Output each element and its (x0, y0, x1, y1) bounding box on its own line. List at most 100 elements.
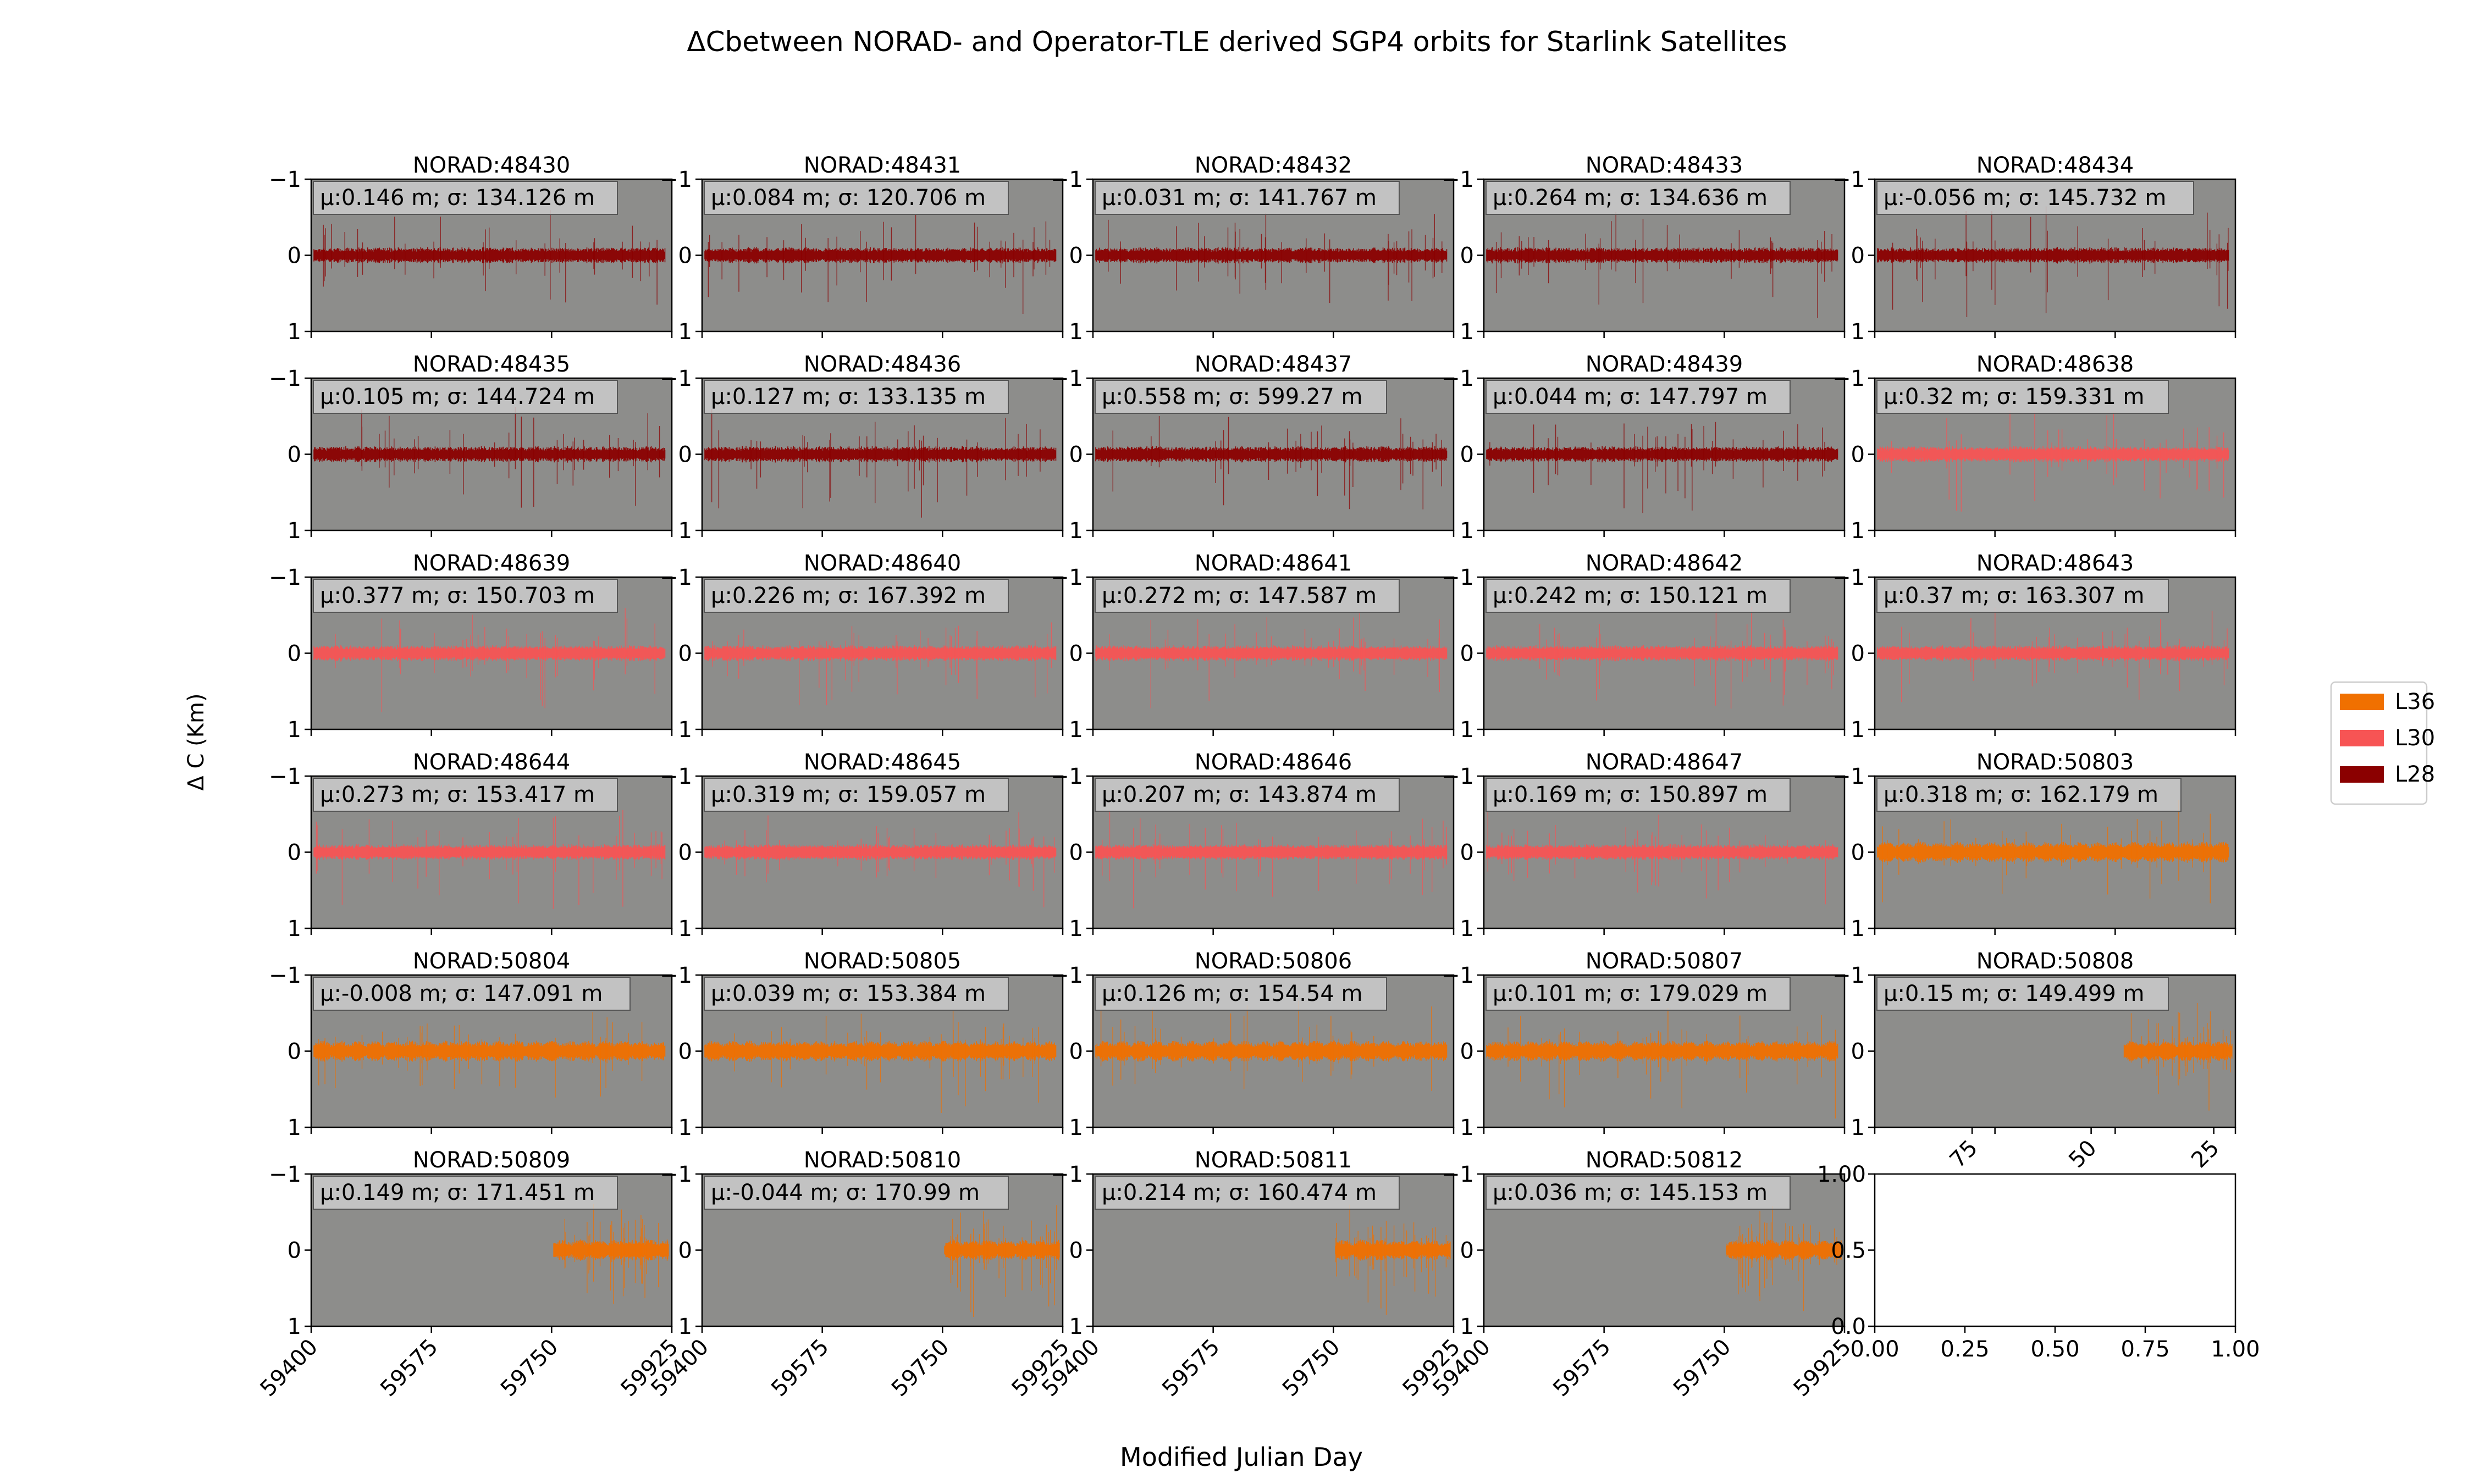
panel-stats-box (1485, 181, 1791, 215)
panel-stats-text: μ:0.242 m; σ: 150.121 m (1493, 583, 1768, 608)
panel-stats-text: μ:0.036 m; σ: 145.153 m (1493, 1180, 1768, 1205)
panel-title: NORAD:50811 (1195, 1148, 1352, 1173)
data-outliers (564, 1204, 659, 1304)
y-tick-label: 0 (1069, 243, 1083, 269)
panel-norad-48641: NORAD:48641 μ:0.272 m; σ: 147.587 m −1 0 1 (1051, 551, 1455, 743)
panel-title: NORAD:50803 (1976, 750, 2134, 775)
panel-norad-48436: NORAD:48436 μ:0.127 m; σ: 133.135 m −1 0 1 (660, 352, 1064, 544)
y-tick-label: 1 (1460, 319, 1474, 345)
y-tick-label: −1 (1442, 963, 1474, 988)
y-tick-label: −1 (269, 565, 301, 590)
panel-title: NORAD:50804 (413, 949, 570, 974)
y-tick-label: −1 (1442, 1162, 1474, 1187)
legend-label: L36 (2395, 689, 2435, 715)
y-tick-label: 0 (678, 641, 692, 667)
y-tick-label: −1 (1442, 167, 1474, 192)
y-tick-label: 0 (288, 1238, 301, 1264)
panel-title: NORAD:48432 (1195, 153, 1352, 178)
y-tick-label: −1 (1051, 167, 1083, 192)
y-tick-label: 0.0 (1831, 1314, 1866, 1339)
panel-stats-box (1485, 380, 1791, 414)
panel-title: NORAD:48644 (413, 750, 570, 775)
panel-stats-text: μ:0.377 m; σ: 150.703 m (320, 583, 595, 608)
panel-norad-50803: NORAD:50803 μ:0.318 m; σ: 162.179 m −1 0 1 (1832, 750, 2236, 942)
panel-stats-box (313, 181, 618, 215)
data-outliers (708, 214, 1051, 314)
y-tick-label: 1 (1069, 717, 1083, 743)
legend-swatch (2340, 766, 2384, 783)
panel-norad-50808: NORAD:50808 μ:0.15 m; σ: 149.499 m −1 0 1 (1832, 949, 2236, 1140)
panel-stats-box (1876, 181, 2194, 215)
legend-swatch (2340, 730, 2384, 746)
y-tick-label: 1 (288, 518, 301, 544)
y-tick-label: 1 (1069, 916, 1083, 942)
y-tick-label: −1 (269, 366, 301, 391)
panel-stats-box (1485, 778, 1791, 812)
data-series (313, 1040, 666, 1062)
y-tick-label: 1 (1069, 1115, 1083, 1140)
data-series (1095, 844, 1448, 861)
y-tick-label: 1 (1460, 518, 1474, 544)
data-outliers (711, 409, 1041, 518)
panel-stats-box (313, 977, 631, 1011)
legend: L36 L30 L28 (2330, 681, 2435, 805)
y-tick-label: −1 (660, 167, 692, 192)
data-outliers (1109, 613, 1440, 708)
panel-stats-box (1095, 579, 1400, 613)
y-tick-label: 0 (288, 243, 301, 269)
panel-stats-text: μ:0.105 m; σ: 144.724 m (320, 384, 595, 409)
panel-stats-text: μ:0.214 m; σ: 160.474 m (1102, 1180, 1377, 1205)
panel-norad-48435: NORAD:48435 μ:0.105 m; σ: 144.724 m −1 0 1 (269, 352, 673, 544)
panel-title: NORAD:50812 (1586, 1148, 1743, 1173)
y-tick-label: 1 (678, 319, 692, 345)
panel-stats-text: μ:-0.044 m; σ: 170.99 m (711, 1180, 980, 1205)
panel-norad-48430: NORAD:48430 μ:0.146 m; σ: 134.126 m −1 0 1 (269, 153, 673, 345)
data-series (1877, 841, 2229, 863)
y-tick-label: 0 (1069, 840, 1083, 866)
y-tick-label: 0 (1069, 641, 1083, 667)
panel-norad-48645: NORAD:48645 μ:0.319 m; σ: 159.057 m −1 0 1 (660, 750, 1064, 942)
y-tick-label: −1 (660, 366, 692, 391)
panel-stats-box (313, 778, 618, 812)
panel-title: NORAD:50806 (1195, 949, 1352, 974)
data-outliers (1100, 1000, 1432, 1091)
panel-stats-box (704, 977, 1009, 1011)
panel-stats-text: μ:0.558 m; σ: 599.27 m (1102, 384, 1363, 409)
y-tick-label: 0 (1460, 1238, 1474, 1264)
legend-label: L30 (2395, 726, 2435, 751)
panel-stats-box (313, 579, 618, 613)
y-tick-label: 0 (288, 1039, 301, 1065)
y-tick-label: −1 (269, 167, 301, 192)
y-tick-label: −1 (1442, 764, 1474, 789)
data-outliers (318, 1012, 643, 1098)
panel-stats-box (1095, 1176, 1400, 1210)
panel-title: NORAD:48436 (804, 352, 961, 377)
data-outliers (1891, 411, 2224, 512)
y-tick-label: −1 (1832, 366, 1865, 391)
x-axis-label: Modified Julian Day (1120, 1442, 1363, 1472)
y-tick-label: 0 (288, 840, 301, 866)
data-outliers (1738, 1206, 1837, 1311)
data-series (1095, 645, 1448, 662)
data-outliers (1102, 811, 1447, 909)
x-tick-label: 0.75 (2120, 1337, 2169, 1362)
panel-stats-box (704, 181, 1009, 215)
y-tick-label: −1 (660, 963, 692, 988)
y-tick-label: 1 (1851, 916, 1865, 942)
y-tick-label: −1 (660, 565, 692, 590)
panel-stats-box (1876, 380, 2169, 414)
panel-stats-box (1095, 778, 1400, 812)
y-tick-label: 1 (1851, 717, 1865, 743)
panel-norad-48437: NORAD:48437 μ:0.558 m; σ: 599.27 m −1 0 1 (1051, 352, 1455, 544)
y-tick-label: 1 (1460, 717, 1474, 743)
panel-stats-box (1485, 977, 1791, 1011)
y-tick-label: 0 (678, 1238, 692, 1264)
panel-norad-48643: NORAD:48643 μ:0.37 m; σ: 163.307 m −1 0 1 (1832, 551, 2236, 743)
y-tick-label: 0 (1460, 243, 1474, 269)
y-tick-label: −1 (1832, 565, 1865, 590)
panel-stats-box (704, 778, 1009, 812)
y-tick-label: 0 (288, 641, 301, 667)
data-outliers (2130, 1003, 2231, 1111)
panel-title: NORAD:50810 (804, 1148, 961, 1173)
